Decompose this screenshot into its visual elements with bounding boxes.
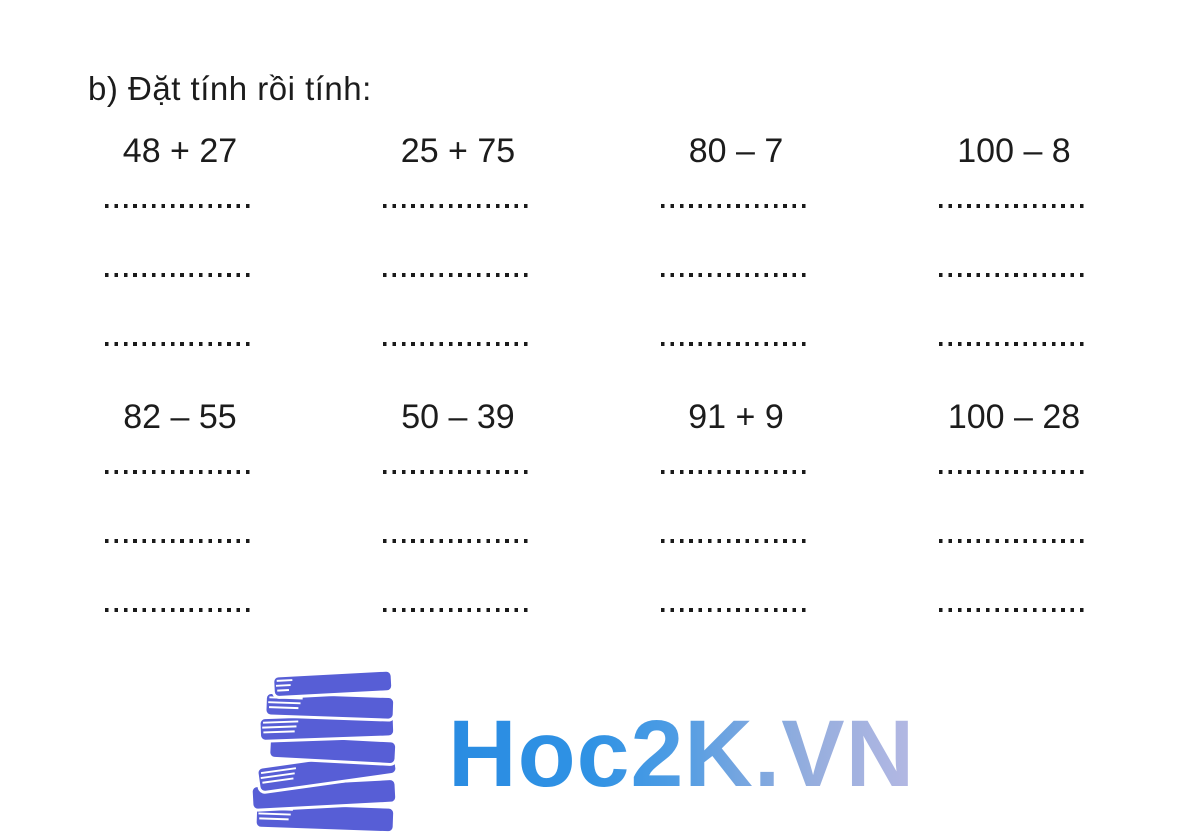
problem-expression: 100 – 8 [957, 132, 1071, 170]
problem-cell: 82 – 55 [105, 396, 255, 612]
problem-expression: 50 – 39 [401, 398, 515, 436]
answer-dotted-line [661, 273, 811, 277]
problem-cell: 25 + 75 [383, 130, 533, 346]
logo-text: Hoc2K.VN [448, 700, 916, 807]
answer-dotted-line [661, 608, 811, 612]
problems-grid: 48 + 27 25 + 75 80 – 7 100 – 8 82 – 55 50 – 3… [105, 130, 1089, 612]
problem-cell: 91 + 9 [661, 396, 811, 612]
answer-dotted-line [939, 539, 1089, 543]
exercise-heading: b) Đặt tính rồi tính: [88, 70, 372, 107]
answer-dotted-line [661, 204, 811, 208]
problem-cell: 100 – 8 [939, 130, 1089, 346]
answer-dotted-line [939, 342, 1089, 346]
answer-dotted-line [661, 342, 811, 346]
answer-dotted-line [939, 608, 1089, 612]
problem-expression: 100 – 28 [947, 398, 1081, 436]
problem-expression: 80 – 7 [688, 132, 784, 170]
answer-dotted-line [939, 204, 1089, 208]
answer-dotted-line [383, 470, 533, 474]
answer-dotted-line [383, 608, 533, 612]
answer-dotted-line [105, 204, 255, 208]
answer-dotted-line [105, 539, 255, 543]
problem-expression: 82 – 55 [123, 398, 237, 436]
logo: Hoc2K.VN [228, 666, 915, 836]
problem-cell: 50 – 39 [383, 396, 533, 612]
problem-expression: 91 + 9 [688, 398, 784, 436]
problem-expression: 25 + 75 [400, 132, 516, 170]
answer-dotted-line [105, 608, 255, 612]
answer-dotted-line [661, 470, 811, 474]
answer-dotted-line [939, 470, 1089, 474]
problem-cell: 48 + 27 [105, 130, 255, 346]
answer-dotted-line [105, 273, 255, 277]
answer-dotted-line [383, 342, 533, 346]
answer-dotted-line [105, 470, 255, 474]
books-stack-icon [249, 668, 399, 835]
problem-expression: 48 + 27 [122, 132, 238, 170]
answer-dotted-line [383, 204, 533, 208]
answer-dotted-line [661, 539, 811, 543]
answer-dotted-line [383, 273, 533, 277]
answer-dotted-line [105, 342, 255, 346]
problem-cell: 100 – 28 [939, 396, 1089, 612]
answer-dotted-line [939, 273, 1089, 277]
answer-dotted-line [383, 539, 533, 543]
problem-cell: 80 – 7 [661, 130, 811, 346]
